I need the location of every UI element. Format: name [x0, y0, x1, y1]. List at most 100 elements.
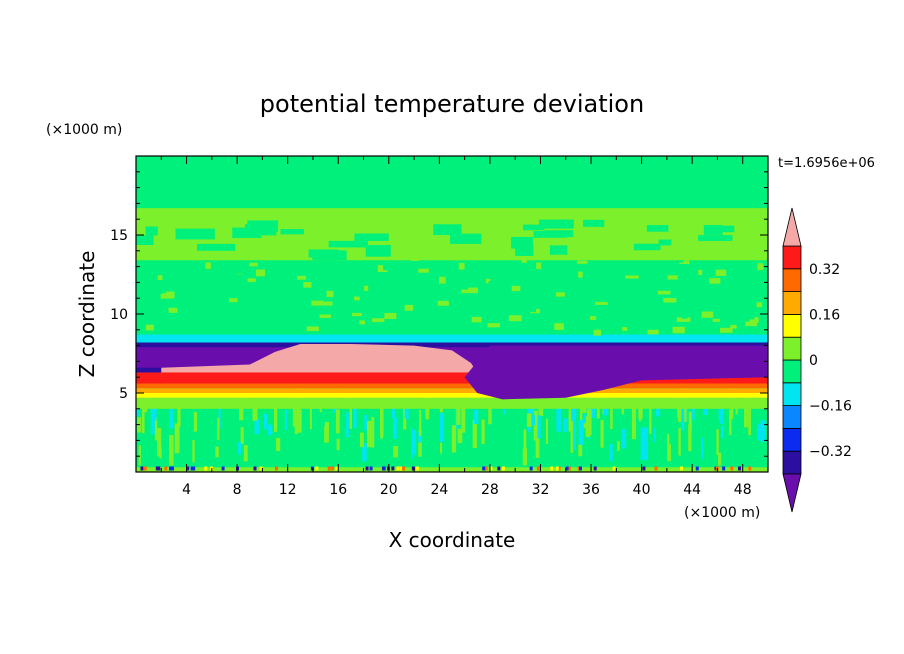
- lower-streak: [169, 408, 174, 429]
- x-tick-label: 12: [279, 482, 297, 498]
- lower-streak: [748, 408, 752, 436]
- upper-patch: [663, 298, 677, 303]
- lower-streak: [393, 416, 397, 439]
- lower-streak: [688, 424, 692, 452]
- lower-streak: [243, 445, 248, 462]
- x-tick-label: 24: [430, 482, 448, 498]
- upper-patch: [323, 301, 333, 306]
- x-axis-ticks: 4 8 12 16 20 24 28 32 36 40 44 48: [160, 156, 752, 498]
- ground-speck: [555, 466, 559, 471]
- lower-streak: [578, 419, 584, 445]
- ground-speck: [259, 466, 263, 471]
- upper-streak: [450, 233, 482, 244]
- lower-streak: [760, 420, 766, 443]
- lower-streak: [681, 396, 685, 431]
- upper-patch: [676, 317, 691, 322]
- lower-streak: [638, 410, 642, 422]
- colorbar-box: [782, 336, 802, 361]
- upper-patch: [749, 317, 759, 323]
- upper-patch: [496, 285, 509, 289]
- upper-streak: [515, 245, 534, 256]
- upper-patch: [371, 318, 385, 323]
- ground-speck: [501, 466, 505, 471]
- upper-patch: [247, 278, 256, 283]
- lower-streak: [667, 433, 670, 451]
- colorbar-label: 0.16: [809, 307, 840, 323]
- ground-speck: [253, 466, 257, 471]
- upper-patch: [546, 278, 557, 283]
- ground-speck: [593, 466, 597, 471]
- ground-speck: [396, 466, 400, 471]
- y-tick-label: 15: [110, 228, 128, 244]
- upper-patch: [590, 316, 597, 320]
- upper-patch: [205, 262, 211, 269]
- upper-streak: [328, 240, 368, 248]
- upper-patch: [730, 324, 737, 329]
- upper-patch: [438, 276, 446, 284]
- upper-streak: [549, 245, 568, 255]
- upper-patch: [756, 302, 763, 308]
- upper-patch: [487, 323, 500, 328]
- colorbar-box: [782, 405, 802, 429]
- upper-patch: [536, 279, 542, 287]
- lower-streak: [292, 394, 297, 427]
- upper-patch: [563, 313, 568, 317]
- upper-streak: [523, 224, 545, 231]
- upper-patch: [461, 289, 470, 294]
- ground-speck: [695, 466, 699, 471]
- ground-speck: [221, 466, 225, 471]
- upper-patch: [145, 324, 154, 331]
- colorbar-min-arrow: [782, 473, 802, 513]
- upper-patch: [488, 307, 496, 313]
- ground-speck: [365, 466, 369, 471]
- lower-streak: [353, 408, 357, 429]
- upper-streak: [316, 249, 340, 261]
- lower-streak: [457, 428, 463, 444]
- ground-speck: [484, 466, 488, 471]
- lower-streak: [473, 409, 479, 424]
- lower-streak: [240, 427, 244, 444]
- upper-patch: [767, 248, 768, 253]
- upper-patch: [593, 329, 602, 336]
- lower-streak: [193, 411, 198, 432]
- ground-speck: [330, 466, 334, 471]
- upper-patch: [710, 309, 721, 313]
- lower-streak: [572, 422, 576, 451]
- upper-patch: [319, 314, 331, 319]
- lower-streak: [419, 409, 422, 437]
- ground-speck: [186, 466, 190, 471]
- lower-streak: [556, 403, 562, 432]
- upper-patch: [536, 262, 542, 270]
- lower-streak: [294, 415, 298, 435]
- ground-speck: [497, 466, 501, 471]
- lower-streak: [215, 446, 219, 458]
- lower-streak: [571, 407, 576, 432]
- lower-streak: [523, 429, 527, 454]
- lower-streak: [678, 427, 681, 456]
- upper-patch: [468, 287, 479, 294]
- lower-streak: [716, 429, 719, 455]
- band-47: [136, 393, 768, 398]
- upper-patch: [258, 281, 267, 289]
- upper-patch: [511, 263, 518, 267]
- lower-streak: [563, 418, 568, 432]
- ground-speck: [722, 466, 726, 471]
- upper-patch: [164, 314, 174, 321]
- ground-speck: [482, 466, 486, 471]
- upper-streak: [544, 230, 574, 238]
- upper-patch: [229, 298, 238, 303]
- lower-streak: [461, 405, 466, 433]
- upper-patch: [625, 275, 639, 279]
- x-tick-label: 40: [633, 482, 651, 498]
- ground-speck: [550, 466, 554, 471]
- ground-speck: [565, 466, 569, 471]
- x-tick-label: 48: [734, 482, 752, 498]
- lower-streak: [530, 415, 536, 426]
- ground-speck: [204, 466, 208, 471]
- y-unit-label: (×1000 m): [46, 122, 122, 138]
- ground-speck: [489, 466, 493, 471]
- ground-speck: [327, 466, 331, 471]
- lower-streak: [309, 408, 312, 430]
- colorbar-box: [782, 427, 802, 452]
- upper-streak: [136, 235, 154, 246]
